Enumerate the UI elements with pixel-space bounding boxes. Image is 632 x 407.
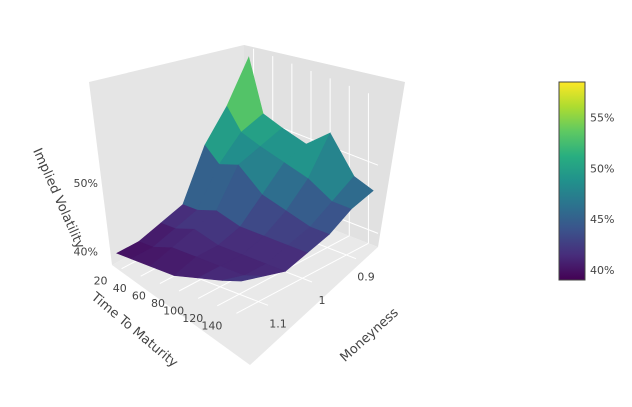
colorbar-tick: 40% [590, 264, 614, 277]
moneyness-tick: 1.1 [269, 317, 287, 330]
moneyness-tick: 0.9 [357, 271, 375, 284]
colorbar-ticks: 40% 45% 50% 55% [590, 112, 614, 277]
x-axis-title: Moneyness [338, 305, 402, 365]
maturity-tick: 100 [163, 304, 184, 317]
maturity-tick: 20 [94, 275, 108, 288]
maturity-tick: 80 [151, 297, 165, 310]
vol-tick: 50% [74, 177, 98, 190]
maturity-tick: 140 [201, 319, 222, 332]
colorbar-gradient [558, 81, 586, 281]
colorbar-tick: 45% [590, 213, 614, 226]
moneyness-tick-labels: 0.9 1 1.1 [269, 271, 375, 331]
z-axis-title: Implied Volatility [29, 146, 87, 251]
colorbar-tick: 55% [590, 112, 614, 125]
vol-tick-labels: 40% 50% [74, 177, 98, 258]
colorbar-tick: 50% [590, 162, 614, 175]
surface-patch [222, 275, 264, 282]
surface-mesh [116, 56, 374, 282]
colorbar[interactable]: 40% 45% 50% 55% [558, 81, 614, 281]
vol-tick: 40% [74, 245, 98, 258]
maturity-tick: 40 [113, 282, 127, 295]
moneyness-tick: 1 [319, 294, 326, 307]
maturity-tick: 60 [132, 290, 146, 303]
maturity-tick: 120 [182, 312, 203, 325]
floor-grid-maturity [236, 242, 369, 314]
